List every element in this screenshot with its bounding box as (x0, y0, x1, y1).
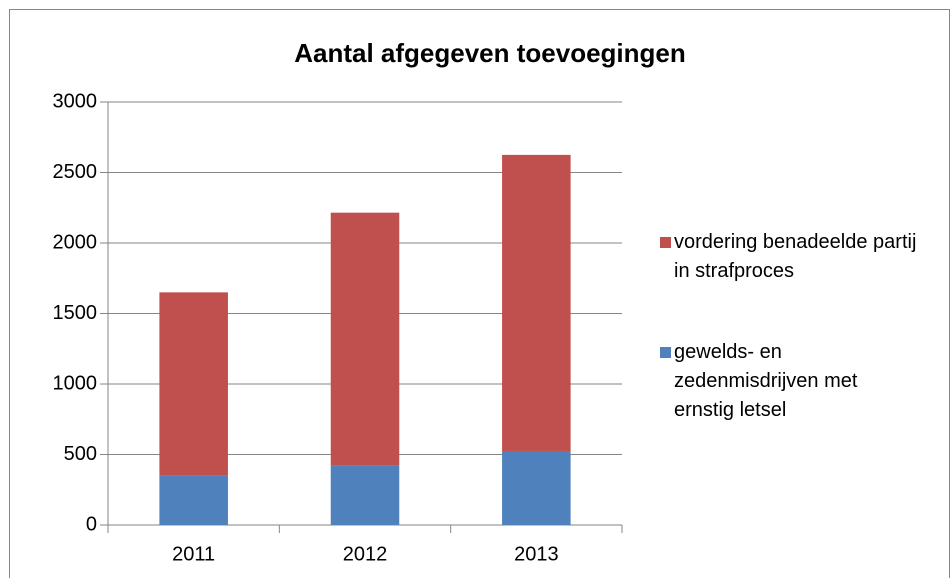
bar-segment (502, 154, 571, 451)
bar-segment (330, 212, 400, 466)
legend-label: gewelds- en zedenmisdrijven met ernstig … (674, 341, 858, 421)
legend-swatch (660, 237, 671, 248)
y-tick-label: 2500 (53, 161, 98, 183)
bar-segment (502, 450, 571, 525)
y-tick-label: 1500 (53, 302, 98, 324)
legend-swatch (660, 347, 671, 358)
bar-segment (159, 292, 228, 476)
legend-label: vordering benadeelde partij in strafproc… (674, 231, 917, 282)
y-tick-label: 3000 (53, 90, 98, 112)
chart-title: Aantal afgegeven toevoegingen (294, 38, 686, 68)
legend-entry: gewelds- en zedenmisdrijven met ernstig … (660, 338, 930, 425)
x-tick-label: 2011 (172, 543, 215, 565)
y-tick-label: 500 (64, 443, 97, 465)
bar-segment (330, 465, 400, 525)
bar-segment (159, 475, 228, 525)
y-tick-label: 2000 (53, 231, 98, 253)
x-tick-label: 2013 (514, 543, 559, 565)
y-tick-label: 1000 (53, 372, 98, 394)
chart-frame (9, 9, 950, 578)
y-tick-label: 0 (86, 513, 97, 535)
x-tick-label: 2012 (343, 543, 388, 565)
legend-entry: vordering benadeelde partij in strafproc… (660, 228, 930, 286)
